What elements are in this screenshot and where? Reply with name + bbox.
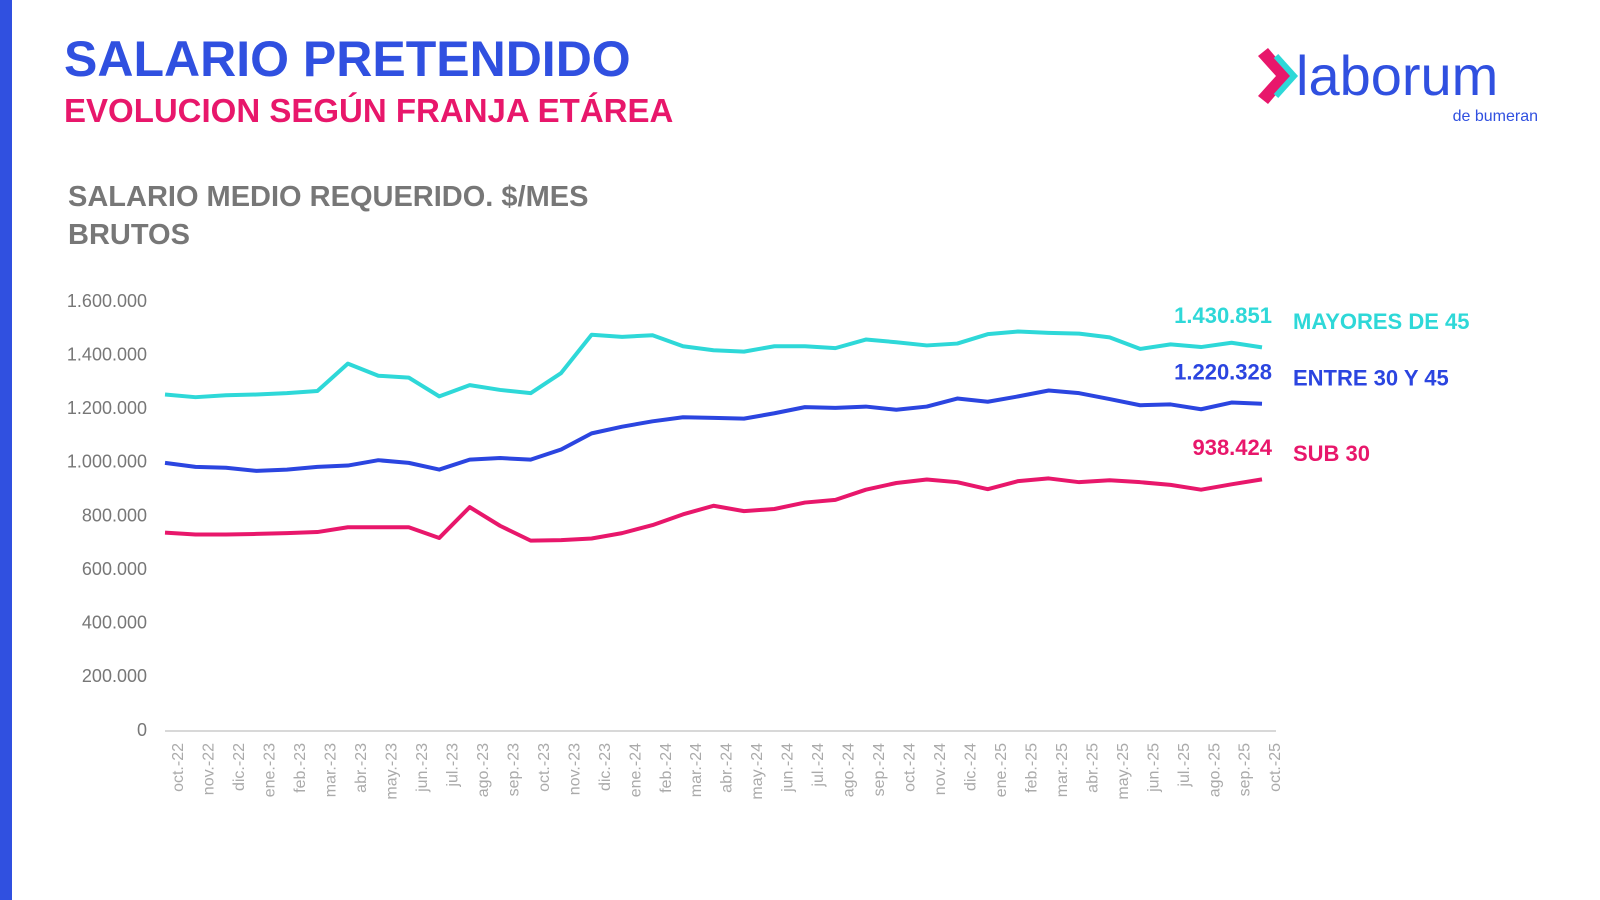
x-tick-label: feb.-25 — [1023, 743, 1040, 793]
x-tick-label: ago.-25 — [1206, 743, 1223, 797]
x-tick-label: oct.-23 — [536, 743, 553, 792]
x-tick-label: dic.-24 — [962, 743, 979, 791]
x-tick-label: oct.-22 — [170, 743, 187, 792]
x-tick-label: mar.-25 — [1054, 743, 1071, 797]
y-tick-label: 0 — [137, 720, 147, 740]
logo: laborum de bumeran — [1258, 44, 1538, 125]
x-tick-label: may.-23 — [384, 743, 401, 800]
x-tick-label: jun.-25 — [1145, 743, 1162, 793]
accent-bar — [0, 0, 12, 900]
y-tick-label: 600.000 — [82, 559, 147, 579]
y-tick-label: 1.000.000 — [67, 452, 147, 472]
x-tick-label: jun.-23 — [414, 743, 431, 793]
x-tick-label: jun.-24 — [780, 743, 797, 793]
x-tick-label: sep.-24 — [871, 743, 888, 796]
x-tick-label: ene.-25 — [993, 743, 1010, 797]
logo-icon — [1258, 48, 1292, 104]
x-tick-label: nov.-23 — [566, 743, 583, 795]
legend-label: ENTRE 30 Y 45 — [1293, 366, 1449, 391]
x-tick-label: feb.-24 — [658, 743, 675, 793]
y-tick-label: 1.600.000 — [67, 291, 147, 311]
x-tick-label: mar.-24 — [688, 743, 705, 797]
x-tick-label: jul.-24 — [810, 743, 827, 788]
data-label: 1.220.328 — [1174, 360, 1272, 385]
x-tick-label: jul.-25 — [1176, 743, 1193, 788]
x-tick-label: mar.-23 — [323, 743, 340, 797]
x-tick-label: oct.-25 — [1267, 743, 1284, 792]
logo-text: laborum — [1296, 44, 1498, 107]
legend-label: MAYORES DE 45 — [1293, 309, 1469, 334]
logo-tagline: de bumeran — [1453, 108, 1538, 125]
x-tick-label: ene.-23 — [262, 743, 279, 797]
y-tick-label: 800.000 — [82, 505, 147, 525]
y-tick-label: 1.200.000 — [67, 398, 147, 418]
x-tick-label: sep.-23 — [505, 743, 522, 796]
x-tick-label: ene.-24 — [627, 743, 644, 797]
x-tick-label: may.-25 — [1115, 743, 1132, 800]
x-tick-label: nov.-22 — [201, 743, 218, 795]
data-label: 1.430.851 — [1174, 303, 1272, 328]
x-tick-label: jul.-23 — [444, 743, 461, 788]
logo-icon — [1273, 53, 1299, 99]
x-tick-label: dic.-22 — [231, 743, 248, 791]
x-tick-label: nov.-24 — [932, 743, 949, 795]
y-tick-label: 1.400.000 — [67, 344, 147, 364]
series-line — [164, 476, 1263, 543]
x-tick-label: feb.-23 — [292, 743, 309, 793]
x-tick-label: ago.-24 — [841, 743, 858, 797]
series-line — [164, 329, 1263, 400]
series-line — [164, 388, 1263, 473]
subtitle: EVOLUCION SEGÚN FRANJA ETÁREA — [64, 92, 674, 129]
title: SALARIO PRETENDIDO — [64, 31, 631, 87]
x-tick-label: abr.-25 — [1084, 743, 1101, 793]
y-tick-label: 400.000 — [82, 613, 147, 633]
data-label: 938.424 — [1192, 435, 1272, 460]
chart-title: SALARIO MEDIO REQUERIDO. $/MES BRUTOS — [68, 181, 589, 251]
y-tick-label: 200.000 — [82, 666, 147, 686]
x-tick-label: oct.-24 — [902, 743, 919, 792]
x-tick-label: dic.-23 — [597, 743, 614, 791]
legend-label: SUB 30 — [1293, 441, 1370, 466]
x-tick-label: may.-24 — [749, 743, 766, 800]
x-tick-label: abr.-23 — [353, 743, 370, 793]
x-tick-label: ago.-23 — [475, 743, 492, 797]
x-tick-label: sep.-25 — [1237, 743, 1254, 796]
x-tick-label: abr.-24 — [719, 743, 736, 793]
